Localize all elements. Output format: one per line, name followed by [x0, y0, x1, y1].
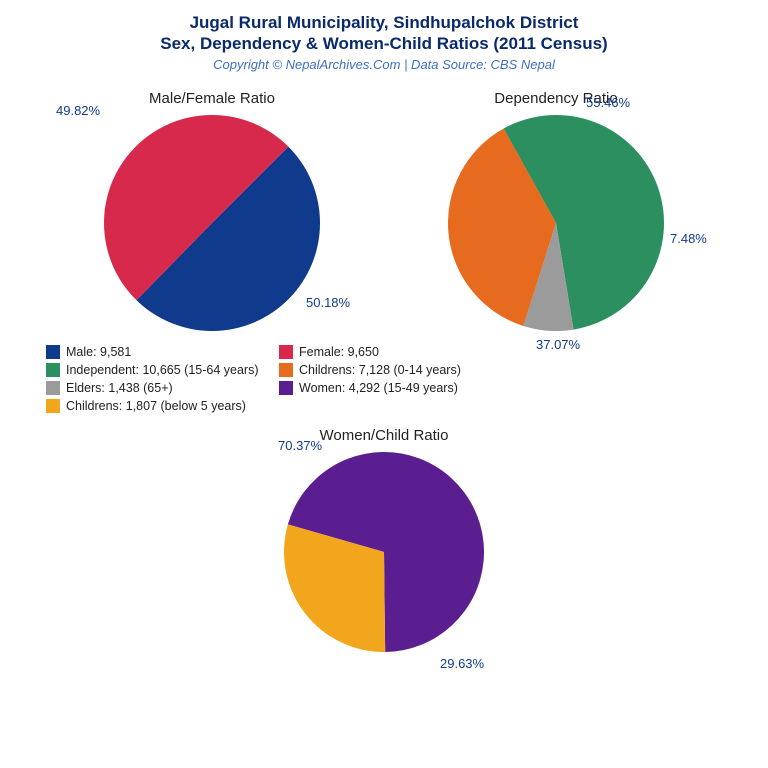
legend-item: Childrens: 7,128 (0-14 years) [279, 363, 494, 377]
sex-ratio-pie-wrap: 49.82%50.18% [104, 115, 320, 331]
women-child-chart: Women/Child Ratio 70.37%29.63% [0, 427, 768, 652]
pie-slice-label: 49.82% [56, 103, 100, 118]
top-charts-row: Male/Female Ratio 49.82%50.18% Dependenc… [0, 90, 768, 331]
legend-swatch [46, 363, 60, 377]
pie-svg [448, 115, 664, 331]
pie-svg [104, 115, 320, 331]
title-line-1: Jugal Rural Municipality, Sindhupalchok … [0, 12, 768, 33]
dependency-chart: Dependency Ratio 55.46%7.48%37.07% [448, 90, 664, 331]
legend-item: Elders: 1,438 (65+) [46, 381, 261, 395]
pie-slice-label: 37.07% [536, 337, 580, 352]
women-child-title: Women/Child Ratio [320, 427, 449, 444]
legend-swatch [46, 399, 60, 413]
legend-swatch [46, 345, 60, 359]
sex-ratio-title: Male/Female Ratio [149, 90, 275, 107]
legend-item: Independent: 10,665 (15-64 years) [46, 363, 261, 377]
legend-text: Independent: 10,665 (15-64 years) [66, 363, 259, 377]
legend-text: Childrens: 7,128 (0-14 years) [299, 363, 461, 377]
legend-text: Women: 4,292 (15-49 years) [299, 381, 458, 395]
pie-slice-label: 50.18% [306, 295, 350, 310]
legend-item: Female: 9,650 [279, 345, 494, 359]
legend-text: Elders: 1,438 (65+) [66, 381, 173, 395]
legend-text: Female: 9,650 [299, 345, 379, 359]
sex-ratio-chart: Male/Female Ratio 49.82%50.18% [104, 90, 320, 331]
legend-swatch [46, 381, 60, 395]
legend-swatch [279, 363, 293, 377]
legend-text: Male: 9,581 [66, 345, 131, 359]
subtitle: Copyright © NepalArchives.Com | Data Sou… [0, 57, 768, 72]
header: Jugal Rural Municipality, Sindhupalchok … [0, 0, 768, 72]
legend-item: Male: 9,581 [46, 345, 261, 359]
legend-item: Women: 4,292 (15-49 years) [279, 381, 494, 395]
title-line-2: Sex, Dependency & Women-Child Ratios (20… [0, 33, 768, 54]
women-child-pie-wrap: 70.37%29.63% [284, 452, 484, 652]
legend-item: Childrens: 1,807 (below 5 years) [46, 399, 261, 413]
pie-slice-label: 29.63% [440, 656, 484, 671]
legend: Male: 9,581 Female: 9,650 Independent: 10,… [0, 331, 768, 413]
pie-slice-label: 70.37% [278, 438, 322, 453]
legend-swatch [279, 381, 293, 395]
legend-text: Childrens: 1,807 (below 5 years) [66, 399, 246, 413]
dependency-pie-wrap: 55.46%7.48%37.07% [448, 115, 664, 331]
pie-svg [284, 452, 484, 652]
pie-slice-label: 7.48% [670, 231, 707, 246]
pie-slice-label: 55.46% [586, 95, 630, 110]
legend-swatch [279, 345, 293, 359]
